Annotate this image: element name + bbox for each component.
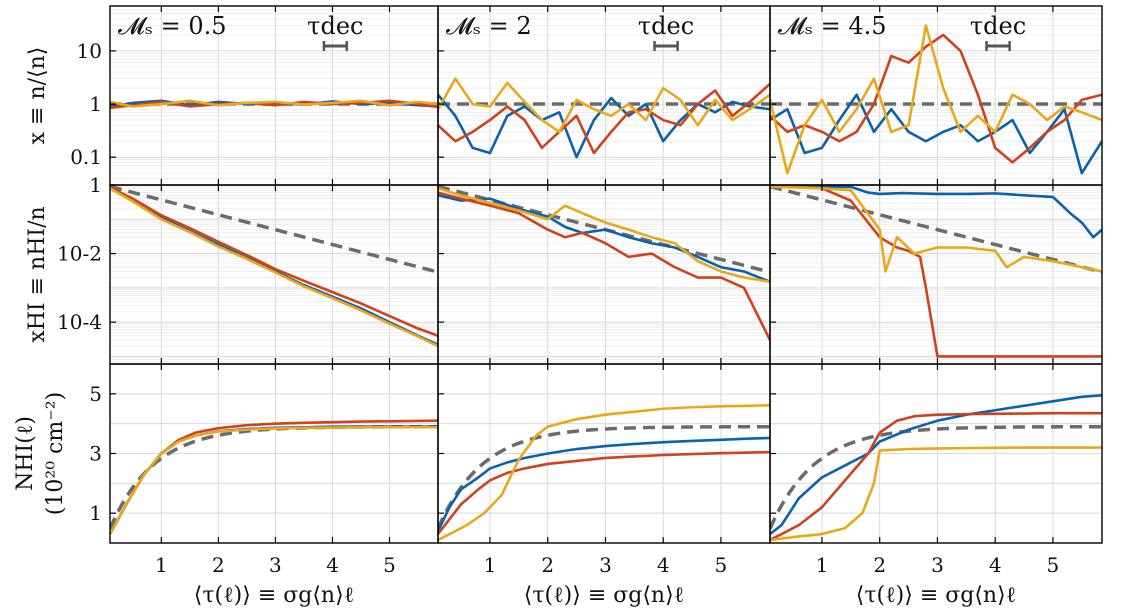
x-tick-label: 2 bbox=[212, 553, 225, 577]
x-tick-label: 5 bbox=[715, 553, 728, 577]
series-line-yellow bbox=[770, 446, 1102, 542]
series-line-red bbox=[770, 33, 1102, 164]
series-line-blue bbox=[438, 436, 770, 532]
series-line-yellow bbox=[110, 99, 438, 108]
x-tick-label: 1 bbox=[816, 553, 829, 577]
reference-curve-xHI bbox=[770, 185, 1102, 274]
y-tick-label: 1 bbox=[89, 173, 102, 197]
x-tick-label: 1 bbox=[484, 553, 497, 577]
series-line-yellow bbox=[110, 425, 438, 535]
y-tick-label: 10 bbox=[77, 39, 102, 63]
series-line-yellow bbox=[438, 77, 770, 134]
series-line-yellow bbox=[770, 24, 1102, 175]
data-layer bbox=[110, 24, 1102, 542]
x-axis-label: ⟨τ(ℓ)⟩ ≡ σg⟨n⟩ℓ bbox=[194, 583, 354, 608]
series-line-red bbox=[110, 419, 438, 535]
series-line-red bbox=[438, 450, 770, 535]
grid-layer bbox=[110, 5, 1102, 544]
x-tick-label: 4 bbox=[989, 553, 1002, 577]
y-axis-label: x ≡ n/⟨n⟩ bbox=[25, 47, 50, 145]
series-line-blue bbox=[438, 93, 770, 159]
y-tick-label: 0.1 bbox=[70, 145, 102, 169]
series-line-red bbox=[110, 99, 438, 110]
tau-dec-label: τdec bbox=[638, 12, 694, 40]
y-tick-label: 1 bbox=[89, 501, 102, 525]
y-axis-label: NHI(ℓ) bbox=[13, 416, 38, 491]
series-line-red bbox=[438, 82, 770, 155]
series-line-yellow bbox=[438, 187, 770, 284]
series-line-red bbox=[770, 411, 1102, 542]
y-tick-label: 3 bbox=[89, 442, 102, 466]
x-tick-label: 3 bbox=[269, 553, 282, 577]
mach-label: 𝓜ₛ = 4.5 bbox=[778, 12, 887, 40]
mach-label: 𝓜ₛ = 2 bbox=[446, 12, 532, 40]
y-tick-label: 1 bbox=[89, 92, 102, 116]
series-line-yellow bbox=[438, 403, 770, 542]
frame-layer bbox=[109, 5, 1103, 544]
series-line-red bbox=[438, 191, 770, 341]
y-tick-label: 10-4 bbox=[57, 310, 102, 334]
series-line-red bbox=[110, 186, 438, 337]
reference-curve-xHI bbox=[110, 185, 438, 274]
y-tick-label: 10-2 bbox=[57, 242, 102, 266]
panel-frame bbox=[437, 184, 771, 365]
panel-frame bbox=[109, 184, 439, 365]
series-line-blue bbox=[110, 425, 438, 535]
tau-dec-label: τdec bbox=[307, 12, 363, 40]
series-line-yellow bbox=[110, 187, 438, 348]
x-tick-label: 2 bbox=[541, 553, 554, 577]
x-tick-label: 3 bbox=[931, 553, 944, 577]
x-tick-label: 3 bbox=[599, 553, 612, 577]
x-axis-label: ⟨τ(ℓ)⟩ ≡ σg⟨n⟩ℓ bbox=[856, 583, 1016, 608]
x-tick-label: 2 bbox=[873, 553, 886, 577]
text-layer: 0.1 1 10 1 10-2 10-4 1 3 5 1 2 3 4 5 ⟨τ(ℓ)⟩ ≡ σg⟨n⟩ℓ 1 2… bbox=[13, 12, 1059, 608]
series-line-yellow bbox=[770, 185, 1102, 273]
x-axis-label: ⟨τ(ℓ)⟩ ≡ σg⟨n⟩ℓ bbox=[524, 583, 684, 608]
x-tick-label: 1 bbox=[155, 553, 168, 577]
series-line-blue bbox=[770, 394, 1102, 536]
y-axis-label: (10²⁰ cm⁻²) bbox=[43, 392, 68, 515]
mach-label: 𝓜ₛ = 0.5 bbox=[118, 12, 227, 40]
x-tick-label: 4 bbox=[326, 553, 339, 577]
series-line-red bbox=[770, 185, 1102, 358]
panel-frame bbox=[769, 184, 1103, 365]
series-line-blue bbox=[438, 194, 770, 284]
series-line-blue bbox=[110, 187, 438, 346]
y-tick-label: 5 bbox=[89, 382, 102, 406]
x-tick-label: 5 bbox=[1047, 553, 1060, 577]
x-tick-label: 5 bbox=[383, 553, 396, 577]
tau-dec-label: τdec bbox=[970, 12, 1026, 40]
x-tick-label: 4 bbox=[657, 553, 670, 577]
y-axis-label: xHI ≡ nHI/n bbox=[25, 206, 50, 342]
series-line-blue bbox=[770, 185, 1102, 239]
